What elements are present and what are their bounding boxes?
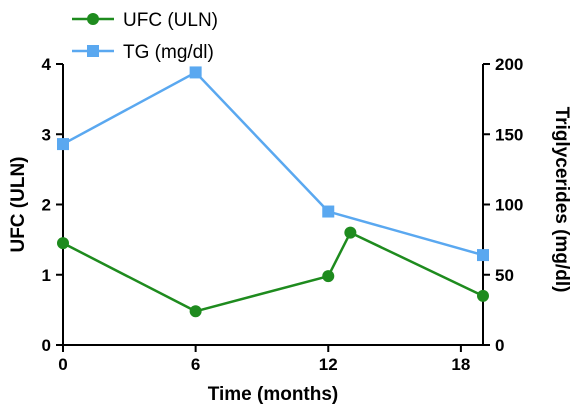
y-right-tick-label: 0 [495, 336, 504, 355]
y-left-tick-label: 3 [42, 125, 51, 144]
series-layer [57, 66, 489, 318]
y-right-axis-title: Triglycerides (mg/dl) [551, 107, 570, 293]
data-point [57, 138, 69, 151]
data-point [344, 226, 357, 239]
y-right-tick-label: 100 [495, 196, 523, 215]
data-point [477, 289, 489, 302]
data-point [189, 66, 202, 79]
y-left-tick-label: 0 [42, 336, 51, 355]
data-point [322, 270, 335, 283]
series-line [62, 70, 484, 257]
series-line [62, 230, 484, 313]
legend-marker [87, 13, 99, 25]
y-right-tick-label: 150 [495, 125, 523, 144]
x-axis-title: Time (months) [208, 384, 339, 405]
x-tick-label: 0 [58, 355, 67, 374]
data-point [189, 305, 202, 318]
data-point [322, 205, 335, 218]
y-right-tick-label: 50 [495, 266, 514, 285]
y-left-axis-title: UFC (ULN) [8, 156, 29, 252]
y-left-tick-label: 2 [42, 196, 51, 215]
x-tick-label: 6 [191, 355, 200, 374]
legend-label: UFC (ULN) [123, 10, 218, 31]
legend-marker [87, 45, 99, 57]
x-tick-label: 18 [451, 355, 470, 374]
data-point [57, 237, 69, 250]
data-point [477, 249, 489, 262]
legend: UFC (ULN) TG (mg/dl) [72, 10, 218, 63]
y-right-tick-label: 200 [495, 55, 523, 74]
y-left-tick-label: 1 [42, 266, 51, 285]
legend-label: TG (mg/dl) [123, 42, 214, 63]
y-left-tick-label: 4 [42, 55, 52, 74]
x-tick-label: 12 [319, 355, 338, 374]
